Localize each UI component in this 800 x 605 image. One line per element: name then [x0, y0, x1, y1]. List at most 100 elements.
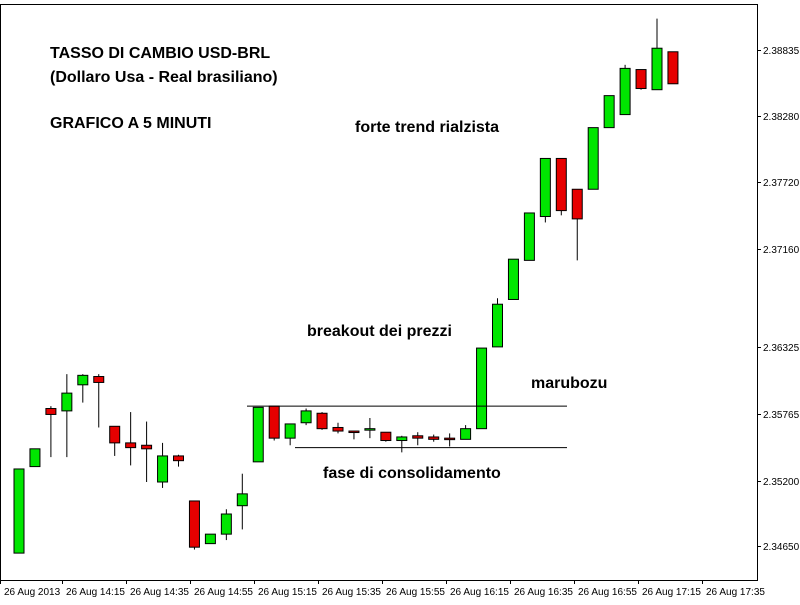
candle-body-bullish — [236, 493, 248, 507]
candle-body-bullish — [587, 127, 599, 190]
candle-21 — [332, 422, 344, 434]
candle-24 — [380, 431, 392, 442]
y-tick-label: 2.35200 — [763, 477, 800, 488]
candle-15 — [236, 473, 248, 530]
candle-body-bullish — [539, 157, 551, 218]
candle-2 — [29, 448, 41, 468]
candle-12 — [188, 500, 200, 550]
y-tick-label: 2.37720 — [763, 178, 800, 189]
candle-20 — [316, 412, 328, 430]
candle-body-bearish — [667, 51, 679, 85]
candle-body-bullish — [396, 436, 408, 442]
candle-body-bullish — [507, 258, 519, 300]
candle-body-bearish — [125, 442, 137, 449]
candle-25 — [396, 435, 408, 453]
x-tick-label: 26 Aug 17:15 — [642, 587, 701, 598]
candle-body-bearish — [444, 437, 456, 441]
candle-14 — [220, 509, 232, 541]
y-tick-label: 2.34650 — [763, 542, 800, 553]
candle-35 — [555, 157, 567, 216]
candle-body-bearish — [428, 436, 440, 440]
candle-body-bullish — [77, 374, 89, 386]
chart-subtitle: GRAFICO A 5 MINUTI — [50, 115, 211, 132]
annotation-consolidation: fase di consolidamento — [323, 465, 501, 482]
chart-title-line-1: TASSO DI CAMBIO USD-BRL — [50, 45, 270, 62]
y-tick-label: 2.37160 — [763, 245, 800, 256]
candle-38 — [603, 95, 615, 129]
candle-17 — [268, 405, 280, 441]
candle-37 — [587, 127, 599, 190]
candle-body-bullish — [13, 468, 25, 554]
x-tick-label: 26 Aug 14:15 — [66, 587, 125, 598]
candle-23 — [364, 418, 376, 439]
y-tick-label: 2.38280 — [763, 112, 800, 123]
candle-body-bearish — [188, 500, 200, 548]
x-tick-label: 26 Aug 15:35 — [322, 587, 381, 598]
x-tick-label: 26 Aug 16:55 — [578, 587, 637, 598]
y-tick-label: 2.38835 — [763, 46, 800, 57]
candles-layer — [13, 18, 679, 554]
candle-body-bearish — [45, 408, 57, 415]
candle-body-bearish — [316, 412, 328, 430]
candle-7 — [109, 425, 121, 456]
candle-body-bullish — [619, 67, 631, 116]
candle-body-bearish — [141, 444, 153, 450]
candle-body-bullish — [220, 513, 232, 535]
x-tick-label: 26 Aug 16:15 — [450, 587, 509, 598]
candle-22 — [348, 430, 360, 440]
candle-body-bearish — [268, 405, 280, 439]
candle-29 — [460, 425, 472, 440]
candle-16 — [252, 406, 264, 463]
candle-4 — [61, 374, 73, 458]
candle-body-bullish — [204, 533, 216, 545]
consolidation-range-lines — [247, 405, 567, 449]
candle-body-bearish — [332, 426, 344, 432]
candle-body-bearish — [635, 69, 647, 90]
candle-body-bullish — [252, 406, 264, 463]
annotation-breakout: breakout dei prezzi — [307, 323, 452, 340]
candle-body-bullish — [523, 212, 535, 261]
candle-32 — [507, 258, 519, 300]
annotation-marubozu: marubozu — [531, 375, 607, 392]
candle-body-bearish — [173, 455, 184, 462]
candle-body-bearish — [380, 431, 392, 442]
candle-body-bullish — [300, 410, 312, 424]
candle-5 — [77, 374, 89, 403]
candle-33 — [523, 212, 535, 261]
chart-title-line-2: (Dollaro Usa - Real brasiliano) — [50, 69, 278, 86]
x-tick-label: 26 Aug 15:15 — [258, 587, 317, 598]
candle-body-bearish — [412, 435, 424, 439]
candle-10 — [157, 442, 169, 488]
candle-39 — [619, 64, 631, 116]
candle-27 — [428, 434, 440, 442]
y-tick-label: 2.36325 — [763, 343, 800, 354]
candle-body-bullish — [364, 428, 376, 431]
x-tick-label: 26 Aug 14:55 — [194, 587, 253, 598]
candle-body-bullish — [157, 455, 169, 483]
plot-frame — [0, 4, 758, 581]
candle-9 — [141, 421, 153, 482]
candle-body-bullish — [492, 303, 503, 348]
x-tick-label: 26 Aug 17:35 — [706, 587, 765, 598]
candle-body-bearish — [93, 376, 105, 383]
candle-31 — [492, 298, 503, 348]
annotation-trend: forte trend rialzista — [355, 119, 499, 136]
candle-6 — [93, 374, 105, 428]
candle-body-bearish — [109, 425, 121, 444]
candle-36 — [571, 188, 583, 261]
candle-body-bullish — [61, 392, 73, 412]
candle-11 — [173, 454, 184, 467]
candle-30 — [476, 347, 488, 430]
candle-body-bearish — [348, 430, 360, 434]
candle-19 — [300, 408, 312, 426]
candle-body-bullish — [476, 347, 488, 430]
candle-18 — [284, 423, 296, 446]
candle-body-bullish — [29, 448, 41, 468]
candle-body-bearish — [571, 188, 583, 220]
x-tick-label: 26 Aug 2013 — [4, 587, 61, 598]
candle-26 — [412, 432, 424, 446]
candle-body-bullish — [651, 47, 663, 91]
x-tick-label: 26 Aug 14:35 — [130, 587, 189, 598]
